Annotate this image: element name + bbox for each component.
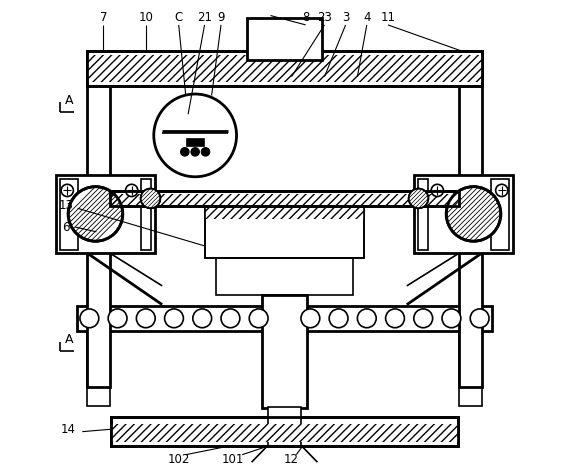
Text: 11: 11 bbox=[381, 11, 395, 24]
Bar bbox=[262, 295, 307, 408]
Circle shape bbox=[191, 148, 199, 156]
Text: 14: 14 bbox=[61, 423, 76, 436]
Bar bbox=[110, 424, 459, 442]
Bar bbox=[205, 206, 364, 258]
Circle shape bbox=[80, 309, 99, 328]
Text: 102: 102 bbox=[167, 453, 190, 466]
Text: 6: 6 bbox=[62, 220, 69, 234]
Text: C: C bbox=[175, 11, 183, 24]
Bar bbox=[492, 179, 509, 250]
Bar bbox=[87, 55, 482, 82]
Bar bbox=[110, 424, 459, 442]
Circle shape bbox=[446, 187, 501, 241]
Bar bbox=[87, 51, 482, 86]
Bar bbox=[141, 179, 151, 250]
Bar bbox=[110, 194, 459, 204]
Circle shape bbox=[329, 309, 348, 328]
Bar bbox=[77, 306, 492, 331]
Circle shape bbox=[442, 309, 461, 328]
Text: 12: 12 bbox=[284, 453, 299, 466]
Circle shape bbox=[180, 148, 189, 156]
Bar bbox=[110, 191, 459, 206]
Text: 21: 21 bbox=[197, 11, 212, 24]
Bar bbox=[56, 175, 155, 253]
Circle shape bbox=[141, 189, 160, 208]
Bar bbox=[459, 86, 482, 387]
Circle shape bbox=[496, 184, 508, 196]
Circle shape bbox=[301, 309, 320, 328]
Circle shape bbox=[68, 187, 123, 241]
Circle shape bbox=[137, 309, 155, 328]
Circle shape bbox=[409, 189, 428, 208]
Bar bbox=[414, 175, 513, 253]
Bar bbox=[187, 139, 204, 146]
Text: 7: 7 bbox=[100, 11, 107, 24]
Circle shape bbox=[108, 309, 127, 328]
Bar bbox=[247, 18, 322, 60]
Circle shape bbox=[61, 184, 73, 196]
Text: 101: 101 bbox=[221, 453, 244, 466]
Bar bbox=[205, 208, 364, 219]
Circle shape bbox=[201, 148, 210, 156]
Bar bbox=[110, 417, 459, 446]
Text: 13: 13 bbox=[59, 200, 73, 212]
Circle shape bbox=[221, 309, 240, 328]
Bar bbox=[110, 194, 459, 204]
Bar bbox=[60, 179, 77, 250]
Bar bbox=[87, 331, 110, 406]
Circle shape bbox=[470, 309, 489, 328]
Bar bbox=[110, 191, 459, 206]
Circle shape bbox=[357, 309, 376, 328]
Circle shape bbox=[249, 309, 268, 328]
Bar bbox=[110, 417, 459, 446]
Bar bbox=[205, 206, 364, 258]
Circle shape bbox=[154, 94, 237, 177]
Text: 3: 3 bbox=[342, 11, 349, 24]
Text: 10: 10 bbox=[138, 11, 153, 24]
Bar bbox=[87, 86, 110, 387]
Circle shape bbox=[126, 184, 138, 196]
Circle shape bbox=[193, 309, 212, 328]
Text: A: A bbox=[65, 333, 73, 346]
Bar bbox=[205, 208, 364, 219]
Circle shape bbox=[414, 309, 432, 328]
Text: 23: 23 bbox=[317, 11, 332, 24]
Circle shape bbox=[431, 184, 443, 196]
Bar bbox=[216, 258, 353, 295]
Text: A: A bbox=[65, 94, 73, 106]
Circle shape bbox=[386, 309, 405, 328]
Bar bbox=[87, 51, 482, 86]
Bar bbox=[267, 407, 302, 446]
Circle shape bbox=[164, 309, 183, 328]
Text: 4: 4 bbox=[363, 11, 370, 24]
Text: 8: 8 bbox=[302, 11, 310, 24]
Bar bbox=[459, 331, 482, 406]
Bar bbox=[87, 55, 482, 82]
Text: 9: 9 bbox=[217, 11, 225, 24]
Bar bbox=[418, 179, 428, 250]
